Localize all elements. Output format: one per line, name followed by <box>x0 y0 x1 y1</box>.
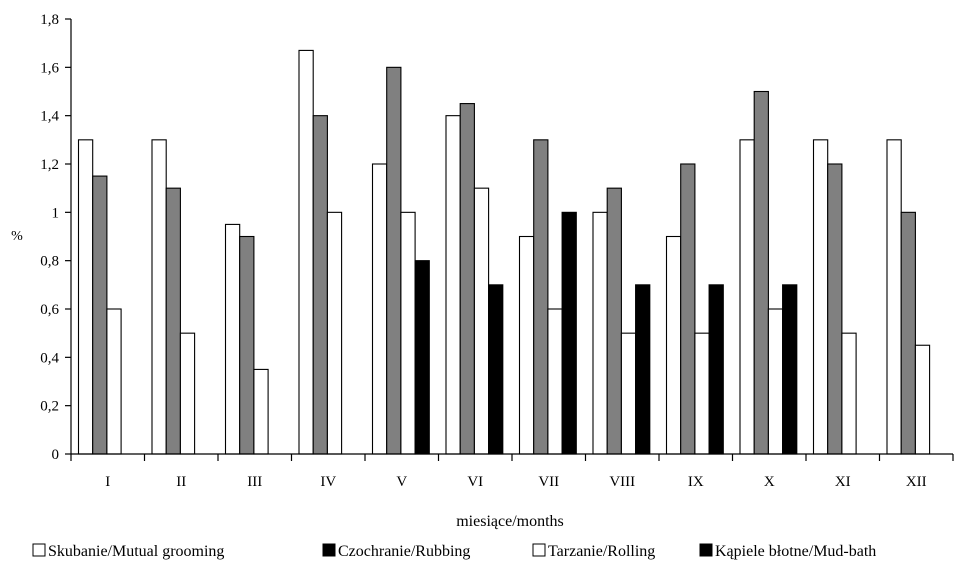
x-tick-label: XII <box>906 474 927 490</box>
x-tick-label: II <box>176 474 186 490</box>
y-tick-label: 1,8 <box>40 12 59 28</box>
x-axis-title: miesiące/months <box>456 513 564 530</box>
legend-label: Tarzanie/Rolling <box>548 543 655 560</box>
x-tick-label: V <box>396 474 407 490</box>
bar-4 <box>561 211 577 455</box>
x-tick-label: XI <box>835 474 851 490</box>
bar-1 <box>77 139 94 455</box>
x-tick-label: I <box>105 474 110 490</box>
legend-label: Czochranie/Rubbing <box>338 543 470 560</box>
bar-3 <box>473 187 490 455</box>
bar-3 <box>694 332 710 455</box>
bar-2 <box>533 139 549 455</box>
bar-2 <box>827 163 843 455</box>
x-ticks: I II III IV V VI VII VIII IX X XI XII <box>70 454 954 490</box>
bars <box>77 49 931 455</box>
bar-1 <box>665 235 682 455</box>
y-tick-label: 0,8 <box>40 254 59 270</box>
bar-1 <box>812 139 829 455</box>
legend-swatch <box>699 543 713 557</box>
bar-3 <box>179 332 196 455</box>
bar-4 <box>708 284 724 455</box>
bar-1 <box>886 139 902 455</box>
bar-2 <box>459 103 475 455</box>
legend: Skubanie/Mutual grooming Czochranie/Rubbi… <box>32 543 876 560</box>
bar-1 <box>518 235 535 455</box>
y-tick-label: 0,2 <box>40 399 59 415</box>
bar-3 <box>253 368 269 455</box>
bar-4 <box>782 284 798 455</box>
bar-2 <box>680 163 696 455</box>
y-tick-label: 0,4 <box>40 350 59 366</box>
legend-swatch <box>32 543 46 557</box>
bar-4 <box>488 284 504 455</box>
bar-1 <box>739 139 755 455</box>
bar-3 <box>547 308 563 455</box>
bar-2 <box>239 235 255 455</box>
y-tick-label: 1 <box>52 205 60 221</box>
x-tick-label: III <box>247 474 262 490</box>
bar-1 <box>445 115 461 455</box>
bar-2 <box>606 187 622 455</box>
x-tick-label: VI <box>467 474 483 490</box>
bar-2 <box>386 66 402 455</box>
bar-2 <box>900 211 916 455</box>
bar-1 <box>371 163 388 455</box>
bar-2 <box>312 115 328 455</box>
bar-1 <box>592 211 608 455</box>
bar-2 <box>165 187 181 455</box>
bar-2 <box>92 175 108 455</box>
x-tick-label: IX <box>688 474 704 490</box>
bar-4 <box>635 284 651 455</box>
bar-3 <box>841 332 857 455</box>
bar-4 <box>414 260 430 455</box>
y-axis-title: % <box>11 229 23 244</box>
bar-3 <box>326 211 343 455</box>
x-tick-label: VIII <box>609 474 635 490</box>
y-ticks: 0 0,2 0,4 0,6 0,8 1 1,2 1,4 1,6 1,8 <box>40 12 71 463</box>
legend-swatch <box>322 543 336 557</box>
bar-3 <box>767 308 784 455</box>
legend-label: Kąpiele błotne/Mud-bath <box>715 543 876 560</box>
bar-1 <box>151 139 167 455</box>
y-tick-label: 0,6 <box>40 302 59 318</box>
bar-3 <box>914 344 931 455</box>
y-tick-label: 1,2 <box>40 157 59 173</box>
bar-3 <box>400 211 416 455</box>
legend-swatch <box>532 543 546 557</box>
bar-3 <box>620 332 637 455</box>
bar-3 <box>106 308 122 455</box>
x-tick-label: IV <box>320 474 336 490</box>
bar-1 <box>224 223 241 455</box>
legend-label: Skubanie/Mutual grooming <box>48 543 224 560</box>
y-tick-label: 0 <box>52 447 60 463</box>
y-tick-label: 1,4 <box>40 109 59 125</box>
y-tick-label: 1,6 <box>40 60 59 76</box>
x-tick-label: VII <box>538 474 559 490</box>
bar-2 <box>753 90 769 455</box>
bar-1 <box>298 49 314 455</box>
x-tick-label: X <box>764 474 775 490</box>
